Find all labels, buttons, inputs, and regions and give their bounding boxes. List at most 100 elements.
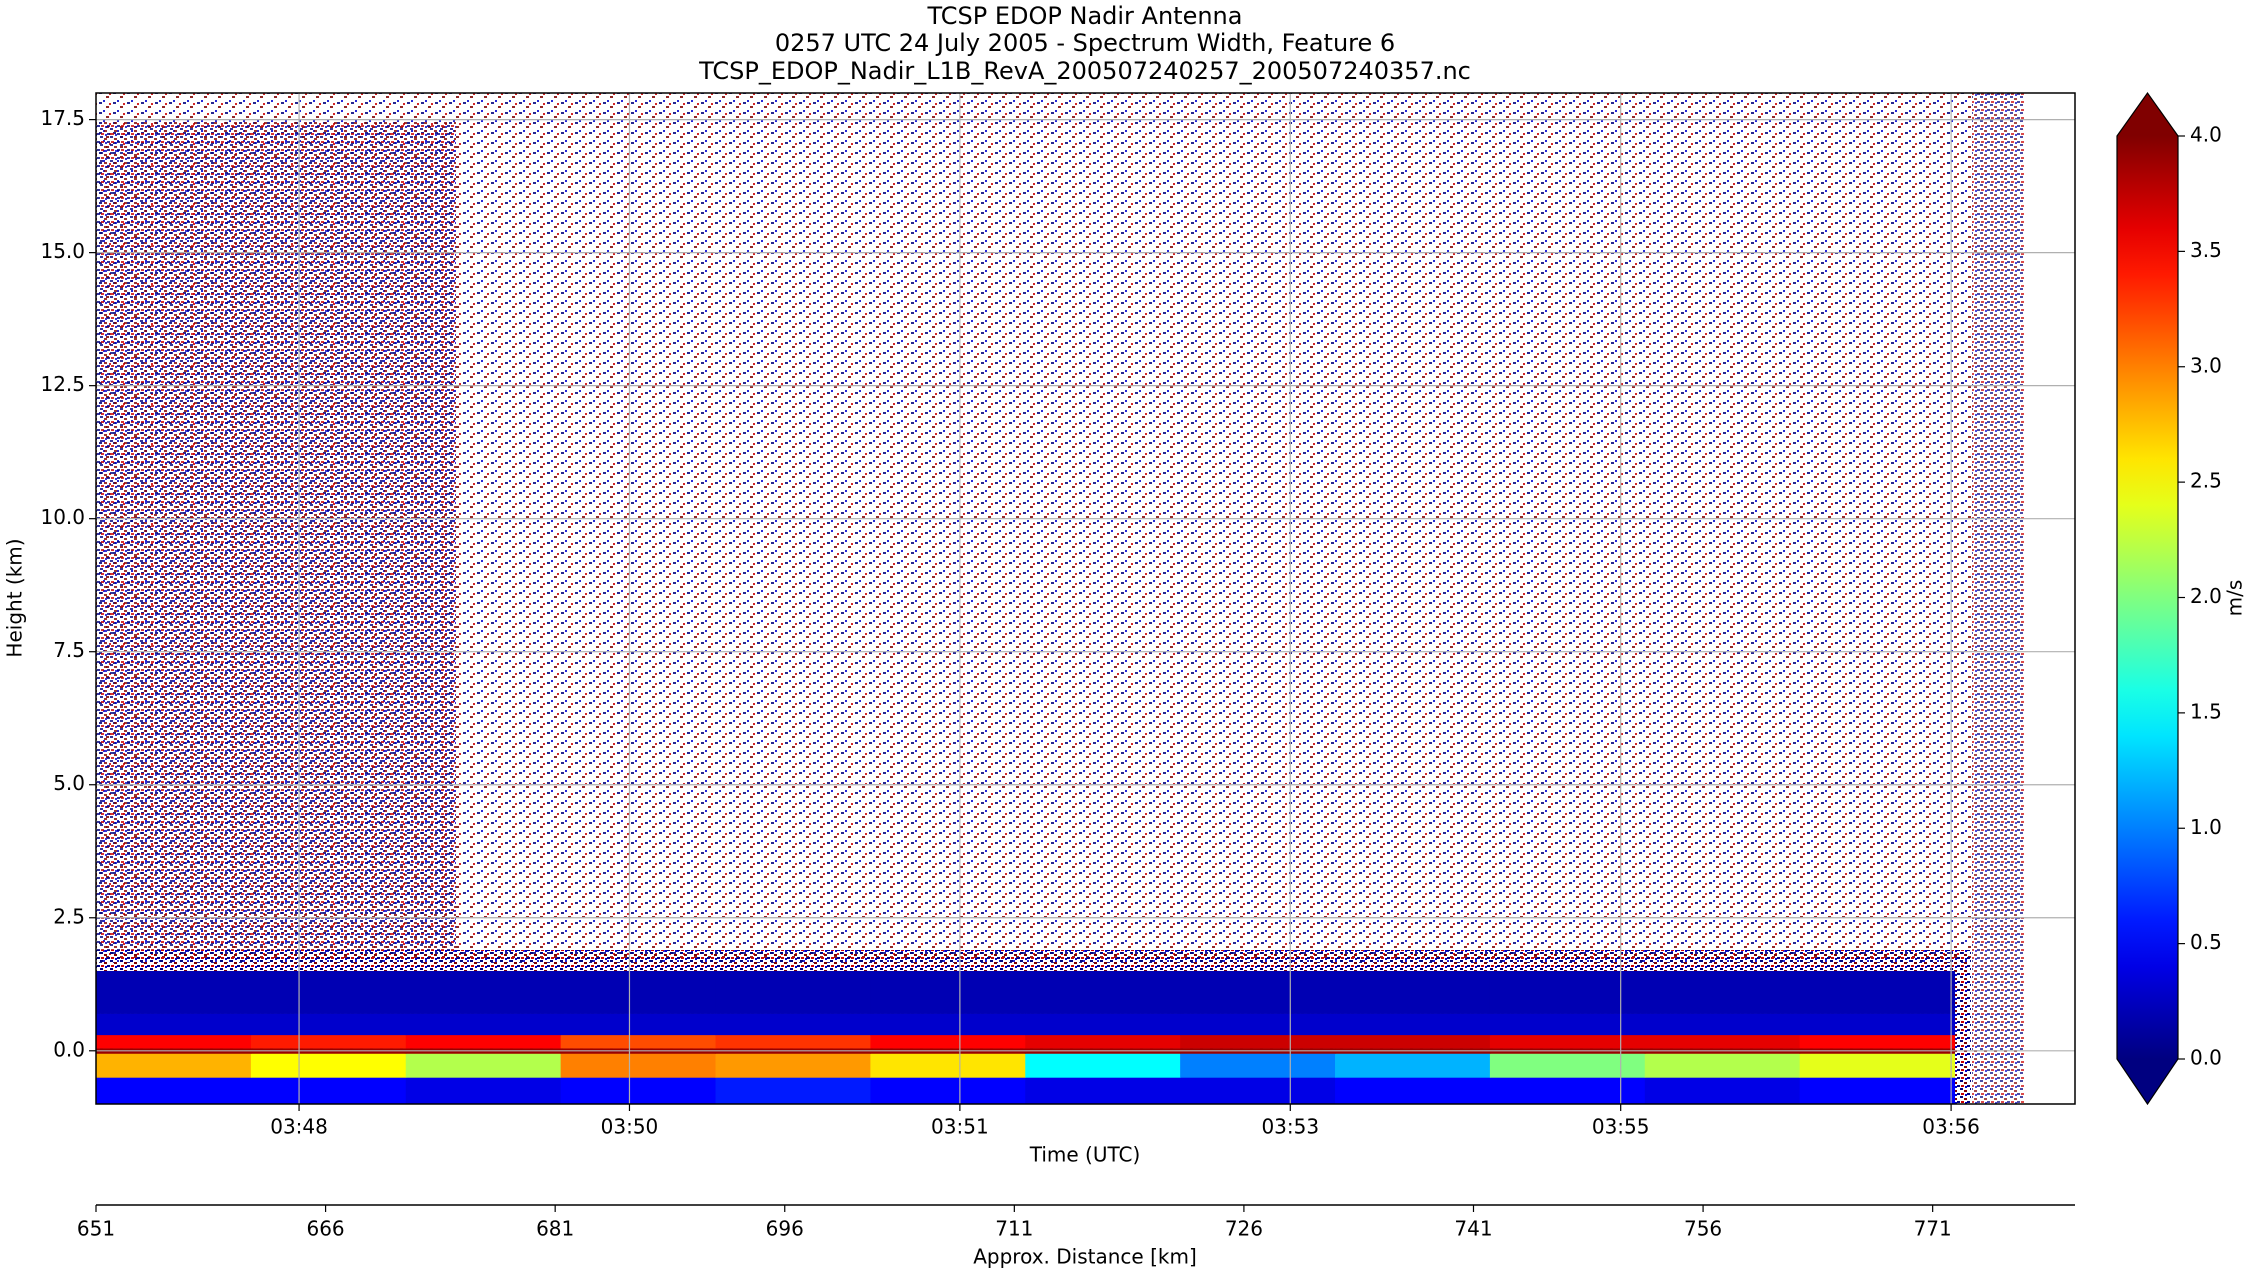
- heatmap-cell: [560, 1034, 717, 1049]
- colorbar-label: m/s: [2223, 580, 2247, 617]
- colorbar-tick-label: 0.5: [2190, 930, 2222, 954]
- y-tick-label: 5.0: [53, 771, 85, 795]
- y-tick-label: 15.0: [40, 239, 85, 263]
- colorbar-tick-label: 4.0: [2190, 123, 2222, 147]
- heatmap-cell: [560, 970, 717, 1014]
- heatmap-cell: [96, 1013, 252, 1036]
- heatmap-cell: [1644, 970, 1801, 1014]
- heatmap-cell: [1180, 1013, 1336, 1036]
- x-tick-label: 03:53: [1261, 1115, 1319, 1139]
- x2-tick-label: 726: [1225, 1217, 1263, 1241]
- x2-tick-label: 741: [1454, 1217, 1492, 1241]
- y-tick-label: 0.0: [53, 1037, 85, 1061]
- heatmap-cell: [715, 1034, 871, 1049]
- colorbar: [2117, 136, 2178, 1059]
- colorbar-tick-label: 2.0: [2190, 584, 2222, 608]
- y-tick-label: 12.5: [40, 372, 85, 396]
- heatmap-cell: [1025, 1013, 1181, 1036]
- heatmap-cell: [1180, 970, 1336, 1014]
- colorbar-tick-label: 3.0: [2190, 353, 2222, 377]
- colorbar-tick-label: 1.0: [2190, 815, 2222, 839]
- heatmap-cell: [870, 1077, 1026, 1105]
- heatmap-cell: [715, 1077, 871, 1105]
- heatmap-cell: [1489, 1053, 1646, 1078]
- x2-axis-label: Approx. Distance [km]: [973, 1245, 1197, 1269]
- y-tick-label: 7.5: [53, 638, 85, 662]
- colorbar-tick-label: 0.0: [2190, 1046, 2222, 1070]
- heatmap-cell: [96, 1034, 252, 1049]
- y-tick-label: 2.5: [53, 904, 85, 928]
- x2-tick-label: 651: [77, 1217, 115, 1241]
- heatmap-cell: [250, 1034, 407, 1049]
- heatmap-cell: [1335, 1077, 1491, 1105]
- heatmap-cell: [405, 1077, 562, 1105]
- heatmap-cell: [1489, 1077, 1646, 1105]
- heatmap-cell: [1799, 1053, 1956, 1078]
- y-axis-label: Height (km): [3, 538, 27, 657]
- heatmap-cell: [560, 1013, 717, 1036]
- colorbar-tick-label: 3.5: [2190, 238, 2222, 262]
- axes: 03:48 03:50 03:51 03:53 03:55 03:56 0.0 2.5 5.0 7…: [40, 93, 2075, 1139]
- y-tick-label: 17.5: [40, 106, 85, 130]
- x2-tick-label: 666: [306, 1217, 344, 1241]
- heatmap-cell: [1335, 970, 1491, 1014]
- heatmap-cell: [1335, 1053, 1491, 1078]
- x-tick-label: 03:56: [1922, 1115, 1980, 1139]
- x-tick-label: 03:50: [601, 1115, 659, 1139]
- heatmap-cell: [250, 970, 407, 1014]
- heatmap-cell: [1489, 1034, 1646, 1049]
- heatmap-cell: [96, 1053, 252, 1078]
- heatmap-cell: [1180, 1034, 1336, 1049]
- heatmap-cell: [870, 1053, 1026, 1078]
- x2-tick-label: 756: [1684, 1217, 1722, 1241]
- heatmap-cell: [1025, 1034, 1181, 1049]
- heatmap-cell: [1644, 1077, 1801, 1105]
- heatmap-cell: [1180, 1077, 1336, 1105]
- heatmap-cell: [1025, 1077, 1181, 1105]
- x2-tick-label: 771: [1914, 1217, 1952, 1241]
- x2-tick-label: 696: [766, 1217, 804, 1241]
- heatmap-cell: [1799, 1077, 1956, 1105]
- heatmap-cell: [1799, 1013, 1956, 1036]
- x-tick-label: 03:55: [1592, 1115, 1650, 1139]
- heatmap-cell: [560, 1077, 717, 1105]
- heatmap: [96, 970, 1956, 1105]
- heatmap-cell: [405, 1013, 562, 1036]
- colorbar-tick-label: 1.5: [2190, 699, 2222, 723]
- heatmap-cell: [715, 1013, 871, 1036]
- title-line: TCSP_EDOP_Nadir_L1B_RevA_200507240257_20…: [698, 57, 1471, 85]
- title-line: 0257 UTC 24 July 2005 - Spectrum Width, …: [775, 29, 1395, 57]
- heatmap-cell: [1489, 1013, 1646, 1036]
- heatmap-cell: [1335, 1034, 1491, 1049]
- heatmap-cell: [1644, 1053, 1801, 1078]
- x-tick-label: 03:51: [931, 1115, 989, 1139]
- heatmap-cell: [405, 1053, 562, 1078]
- colorbar-extend-max: [2117, 93, 2178, 136]
- heatmap-cell: [870, 1013, 1026, 1036]
- heatmap-cell: [870, 1034, 1026, 1049]
- heatmap-cell: [1644, 1013, 1801, 1036]
- heatmap-cell: [715, 970, 871, 1014]
- colorbar-extend-min: [2117, 1059, 2178, 1104]
- heatmap-cell: [250, 1053, 407, 1078]
- heatmap-cell: [1489, 970, 1646, 1014]
- heatmap-cell: [250, 1077, 407, 1105]
- x2-tick-label: 681: [536, 1217, 574, 1241]
- heatmap-cell: [1799, 970, 1956, 1014]
- heatmap-cell: [405, 970, 562, 1014]
- heatmap-cell: [870, 970, 1026, 1014]
- heatmap-cell: [1644, 1034, 1801, 1049]
- heatmap-cell: [1025, 970, 1181, 1014]
- heatmap-cell: [1180, 1053, 1336, 1078]
- x-axis-label: Time (UTC): [1029, 1143, 1141, 1167]
- heatmap-cell: [96, 1077, 252, 1105]
- x2-tick-label: 711: [995, 1217, 1033, 1241]
- heatmap-cell: [405, 1034, 562, 1049]
- colorbar-tick-label: 2.5: [2190, 469, 2222, 493]
- heatmap-cell: [1025, 1053, 1181, 1078]
- heatmap-cell: [715, 1053, 871, 1078]
- noise-texture: [96, 93, 2024, 1104]
- y-tick-label: 10.0: [40, 505, 85, 529]
- heatmap-cell: [1335, 1013, 1491, 1036]
- x-tick-label: 03:48: [270, 1115, 328, 1139]
